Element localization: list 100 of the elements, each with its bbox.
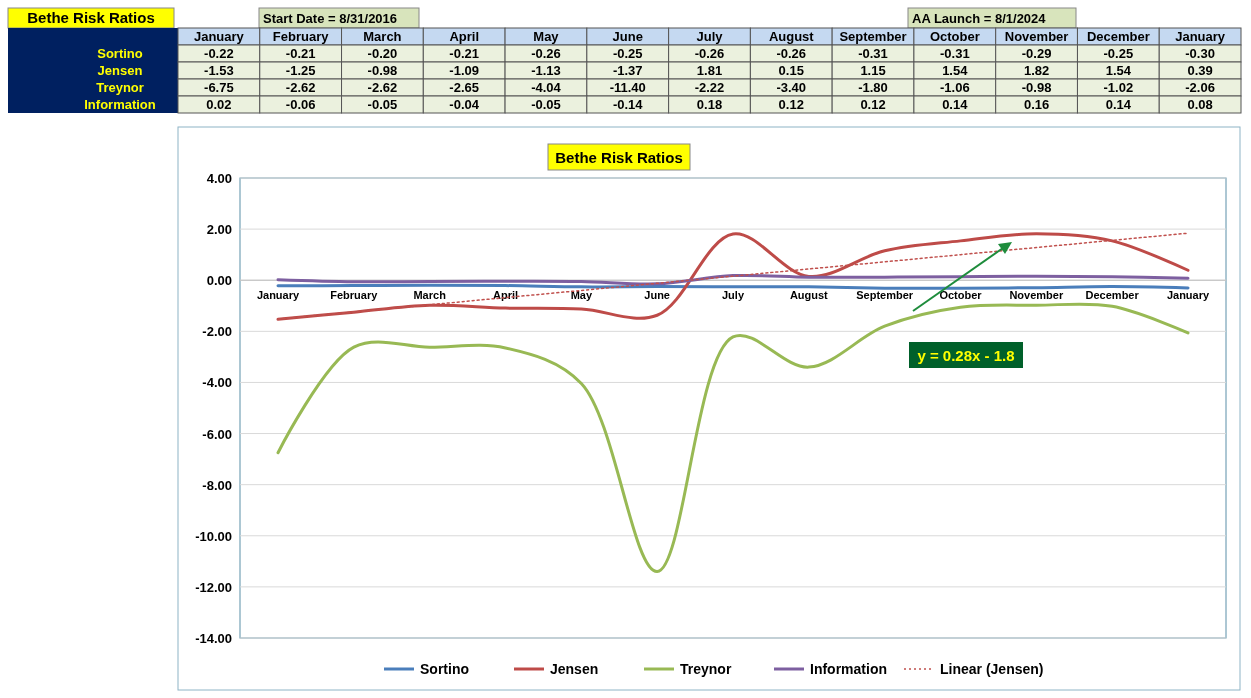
- data-label: -0.14: [612, 97, 644, 112]
- x-tick-label: April: [492, 289, 519, 302]
- category-label: March: [363, 29, 402, 44]
- data-label: -4.04: [531, 80, 562, 95]
- data-label: -0.31: [858, 46, 888, 61]
- data-label: 0.08: [1187, 97, 1213, 112]
- data-label: -1.25: [285, 63, 316, 78]
- data-label: 0.14: [942, 97, 969, 112]
- category-label: January: [193, 29, 245, 44]
- category-label: June: [612, 29, 643, 44]
- category-label: December: [1086, 29, 1150, 44]
- text: AA Launch = 8/1/2024: [912, 11, 1047, 26]
- category-label: April: [449, 29, 479, 44]
- x-tick-label: August: [789, 289, 829, 302]
- data-label: -0.30: [1185, 46, 1215, 61]
- category-label: November: [1004, 29, 1069, 44]
- data-label: 1.54: [1105, 63, 1132, 78]
- data-label: -2.65: [449, 80, 480, 95]
- y-tick-label: -10.00: [195, 528, 232, 544]
- y-tick-label: -2.00: [202, 324, 232, 340]
- y-tick-label: 2.00: [206, 222, 232, 238]
- data-label: 1.54: [942, 63, 969, 78]
- data-label: -0.98: [1021, 80, 1052, 95]
- category-label: August: [768, 29, 815, 44]
- line-series: [276, 273, 1190, 286]
- data-label: -2.62: [367, 80, 398, 95]
- data-label: -0.26: [776, 46, 807, 61]
- data-label: 1.82: [1023, 63, 1050, 78]
- data-label: -0.31: [939, 46, 970, 61]
- line-series: [276, 302, 1190, 574]
- data-label: 0.15: [778, 63, 804, 78]
- text: Bethe Risk Ratios: [27, 9, 155, 26]
- x-tick-label: February: [330, 289, 379, 302]
- data-label: -2.22: [694, 80, 725, 95]
- category-label: September: [839, 29, 907, 44]
- data-label: -0.98: [367, 63, 398, 78]
- x-tick-label: September: [856, 289, 914, 302]
- y-tick-label: -8.00: [202, 477, 232, 493]
- legend-label: Jensen: [550, 661, 599, 677]
- data-label: -1.53: [204, 63, 234, 78]
- data-label: -0.05: [531, 97, 561, 112]
- data-label: -2.06: [1185, 80, 1215, 95]
- category-label: July: [696, 29, 724, 44]
- data-label: -0.25: [1103, 46, 1134, 61]
- data-label: 0.18: [696, 97, 723, 112]
- x-tick-label: July: [721, 289, 745, 302]
- data-label: 0.02: [206, 97, 232, 112]
- x-tick-label: March: [413, 289, 447, 302]
- category-label: January: [1175, 29, 1226, 44]
- data-label: -0.20: [367, 46, 398, 61]
- x-tick-label: June: [644, 289, 671, 302]
- data-label: -11.40: [609, 80, 646, 95]
- data-label: -1.06: [939, 80, 970, 95]
- legend-label: Sortino: [420, 661, 469, 677]
- x-tick-label: January: [256, 289, 300, 302]
- annotation: y = 0.28x - 1.8: [917, 347, 1015, 364]
- data-label: -0.21: [449, 46, 480, 61]
- data-label: -1.13: [531, 63, 561, 78]
- data-label: -0.04: [449, 97, 480, 112]
- data-label: 0.39: [1187, 63, 1213, 78]
- data-label: -0.06: [285, 97, 316, 112]
- chart-title: Bethe Risk Ratios: [555, 149, 683, 166]
- data-label: -0.26: [694, 46, 725, 61]
- data-label: -6.75: [204, 80, 234, 95]
- legend-label: Information: [810, 661, 887, 677]
- category-label: May: [533, 29, 560, 44]
- data-label: -1.37: [612, 63, 643, 78]
- category-label: February: [272, 29, 330, 44]
- y-tick-label: -12.00: [195, 579, 232, 595]
- series-label: Information: [84, 97, 156, 112]
- legend-label: Linear (Jensen): [940, 661, 1044, 677]
- data-label: -0.29: [1021, 46, 1052, 61]
- data-label: -2.62: [285, 80, 316, 95]
- data-label: -0.05: [367, 97, 398, 112]
- data-label: -0.25: [612, 46, 643, 61]
- category-label: October: [929, 29, 980, 44]
- x-tick-label: December: [1085, 289, 1140, 302]
- text: Treynor: [96, 80, 144, 95]
- data-label: -1.80: [858, 80, 888, 95]
- legend-label: Treynor: [680, 661, 732, 677]
- x-tick-label: May: [570, 289, 593, 302]
- data-label: 1.15: [860, 63, 886, 78]
- text: Jensen: [97, 63, 143, 78]
- text: Start Date = 8/31/2016: [263, 11, 398, 26]
- data-label: 0.12: [860, 97, 886, 112]
- data-label: 0.12: [778, 97, 804, 112]
- x-tick-label: November: [1009, 289, 1064, 302]
- y-tick-label: -6.00: [202, 426, 232, 442]
- x-tick-label: January: [1166, 289, 1210, 302]
- data-label: 0.14: [1105, 97, 1132, 112]
- y-tick-label: -4.00: [202, 375, 232, 391]
- y-tick-label: 4.00: [206, 171, 232, 186]
- data-label: 1.81: [696, 63, 723, 78]
- data-label: -0.26: [531, 46, 561, 61]
- data-label: -0.22: [204, 46, 234, 61]
- data-label: -1.09: [449, 63, 480, 78]
- y-tick-label: -14.00: [195, 631, 232, 646]
- data-label: -0.21: [285, 46, 316, 61]
- text: Sortino: [97, 46, 143, 61]
- data-label: -3.40: [776, 80, 807, 95]
